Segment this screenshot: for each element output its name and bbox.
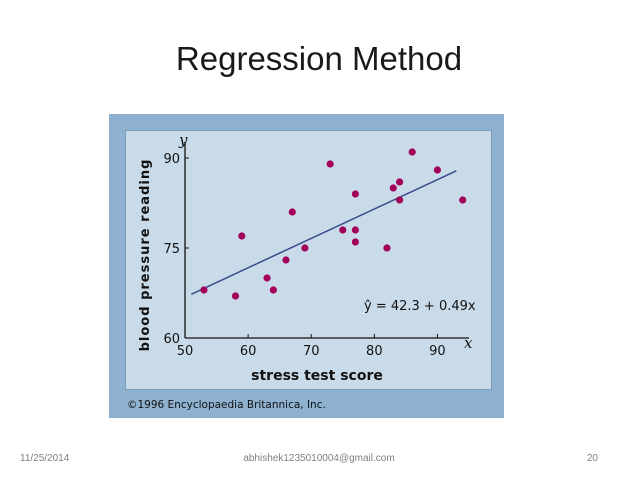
x-tick-label: 80 — [366, 344, 383, 359]
regression-line-group — [190, 170, 457, 295]
footer-email: abhishek1235010004@gmail.com — [243, 453, 395, 464]
data-point — [263, 274, 271, 282]
footer-page-number: 20 — [586, 453, 598, 464]
x-axis-label: stress test score — [251, 368, 383, 384]
x-tick-label: 70 — [303, 344, 320, 359]
regression-equation: ŷ = 42.3 + 0.49x — [364, 299, 476, 314]
x-tick-label: 90 — [429, 344, 446, 359]
y-tick-label: 75 — [163, 242, 180, 257]
y-tick-label: 60 — [163, 332, 180, 347]
data-points — [200, 148, 467, 300]
y-tick-label: 90 — [163, 152, 180, 167]
data-point — [395, 178, 404, 186]
x-axis-letter: x — [464, 334, 473, 352]
footer-date: 11/25/2014 — [20, 453, 70, 464]
x-tick-label: 50 — [177, 344, 194, 359]
data-point — [231, 292, 240, 300]
copyright-text: ©1996 Encyclopaedia Britannica, Inc. — [127, 399, 326, 411]
slide-title: Regression Method — [175, 40, 463, 77]
data-point — [339, 226, 347, 234]
data-point — [301, 244, 309, 252]
data-point — [200, 286, 208, 294]
y-axis-label: blood pressure reading — [138, 159, 153, 352]
data-point — [459, 196, 467, 204]
data-point — [351, 190, 359, 198]
data-point — [282, 256, 290, 264]
data-point — [408, 148, 416, 156]
data-point — [433, 166, 442, 174]
x-tick-label: 60 — [240, 344, 257, 359]
data-point — [238, 232, 246, 240]
data-point — [395, 196, 404, 204]
axes — [184, 142, 469, 339]
regression-line — [190, 170, 457, 295]
data-point — [326, 160, 334, 168]
data-point — [389, 184, 397, 192]
data-point — [351, 226, 359, 234]
chart-figure: 50 60 70 80 90 60 75 90 ŷ = 42.3 + 0.49x stress… — [109, 114, 504, 418]
data-point — [351, 238, 359, 246]
data-point — [383, 244, 391, 252]
y-axis-letter: y — [178, 131, 188, 149]
data-point — [288, 208, 296, 216]
plot-panel — [125, 130, 492, 390]
data-point — [269, 286, 277, 294]
